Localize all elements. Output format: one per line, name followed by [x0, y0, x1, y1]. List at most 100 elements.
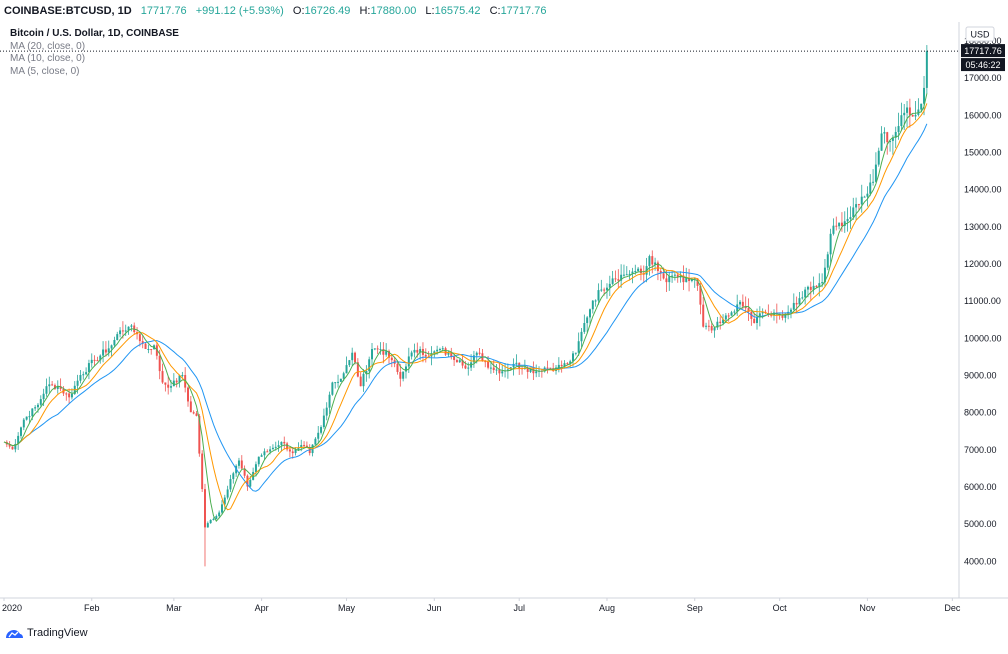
series-title[interactable]: Bitcoin / U.S. Dollar, 1D, COINBASE	[10, 28, 179, 39]
candle-body	[150, 349, 153, 351]
legend-ma20[interactable]: MA (20, close, 0)	[10, 40, 86, 52]
candle-body	[79, 375, 82, 381]
candle-body	[286, 443, 289, 450]
candle-body	[487, 361, 490, 368]
candle-body	[608, 283, 611, 288]
candle-body	[17, 435, 20, 444]
open-label: O:	[292, 5, 305, 17]
candle-body	[594, 300, 597, 302]
candle-body	[597, 290, 600, 301]
candle-body	[359, 376, 362, 387]
candle-body	[549, 367, 552, 369]
candle-body	[614, 278, 617, 280]
candle-body	[815, 285, 818, 288]
candle-body	[546, 367, 549, 369]
legend-ma5[interactable]: MA (5, close, 0)	[10, 65, 80, 77]
candle-body	[373, 348, 376, 350]
candle-body	[138, 334, 141, 342]
y-tick-label: 16000.00	[964, 110, 1002, 120]
candle-body	[413, 349, 416, 353]
candle-body	[419, 349, 422, 353]
candle-body	[872, 181, 875, 183]
candle-body	[204, 489, 206, 528]
candle-body	[563, 363, 566, 367]
candle-body	[458, 360, 461, 363]
candle-body	[891, 137, 894, 141]
currency-button[interactable]: USD	[965, 26, 995, 42]
candle-body	[209, 519, 212, 524]
x-tick-label: Oct	[773, 603, 788, 613]
candle-body	[781, 315, 784, 318]
y-tick-label: 12000.00	[964, 259, 1002, 269]
legend-ma10[interactable]: MA (10, close, 0)	[10, 53, 86, 64]
candle-body	[886, 132, 889, 143]
candle-body	[127, 326, 130, 331]
candle-body	[806, 286, 809, 290]
x-tick-label: Sep	[687, 603, 703, 613]
candle-body	[119, 330, 122, 335]
candle-body	[588, 309, 591, 318]
candle-body	[8, 444, 11, 447]
price-change: +991.12 (+5.93%)	[195, 5, 284, 17]
candle-body	[260, 455, 263, 457]
candle-body	[801, 297, 804, 299]
candle-body	[747, 308, 750, 312]
candle-body	[158, 355, 161, 372]
candle-body	[116, 334, 119, 340]
candle-body	[317, 432, 320, 439]
candle-body	[220, 504, 223, 513]
candle-body	[625, 274, 628, 276]
candle-body	[566, 363, 569, 365]
candle-body	[237, 460, 240, 466]
candle-body	[600, 289, 603, 291]
candle-body	[461, 360, 464, 366]
candle-body	[705, 325, 708, 327]
candle-body	[557, 364, 560, 368]
y-tick-label: 4000.00	[964, 556, 997, 566]
candle-body	[535, 371, 538, 374]
candle-body	[903, 112, 906, 116]
candle-body	[453, 356, 456, 361]
y-tick-label: 14000.00	[964, 185, 1002, 195]
candle-body	[560, 364, 563, 367]
candle-body	[809, 286, 812, 290]
x-tick-label: Nov	[859, 603, 876, 613]
candle-body	[532, 368, 535, 374]
candle-body	[206, 523, 209, 528]
candle-body	[291, 451, 294, 454]
candle-body	[628, 273, 631, 275]
symbol-name[interactable]: COINBASE:BTCUSD, 1D	[4, 5, 132, 17]
candle-body	[696, 278, 699, 286]
y-tick-label: 5000.00	[964, 519, 997, 529]
candle-body	[761, 311, 764, 314]
candle-body	[789, 309, 792, 312]
candle-body	[699, 285, 702, 305]
candle-body	[345, 365, 348, 374]
candle-body	[218, 512, 221, 517]
candle-body	[297, 447, 300, 450]
candle-body	[651, 256, 654, 265]
candle-body	[249, 479, 252, 487]
candle-body	[492, 367, 495, 371]
y-tick-label: 11000.00	[964, 296, 1001, 306]
x-tick-label: 2020	[2, 603, 22, 613]
candle-body	[198, 415, 201, 454]
candle-body	[87, 363, 90, 373]
price-chart[interactable]: 4000.00 5000.00 6000.00 7000.00 8000.00 9000.…	[0, 0, 1008, 620]
candle-body	[438, 349, 441, 351]
candle-body	[36, 404, 39, 408]
candle-body	[603, 289, 606, 291]
ma-line-5	[3, 93, 928, 522]
candle-body	[124, 330, 127, 332]
candle-body	[147, 349, 150, 351]
last-price-badge: 17717.76	[961, 44, 1005, 58]
candle-body	[215, 516, 218, 519]
candle-body	[342, 373, 345, 379]
candle-body	[818, 283, 821, 288]
candle-body	[331, 382, 334, 395]
candle-body	[385, 351, 388, 355]
candle-body	[860, 196, 863, 205]
brand-name: TradingView	[27, 627, 88, 639]
tradingview-brand[interactable]: TradingView	[4, 624, 88, 642]
candle-body	[741, 301, 744, 307]
